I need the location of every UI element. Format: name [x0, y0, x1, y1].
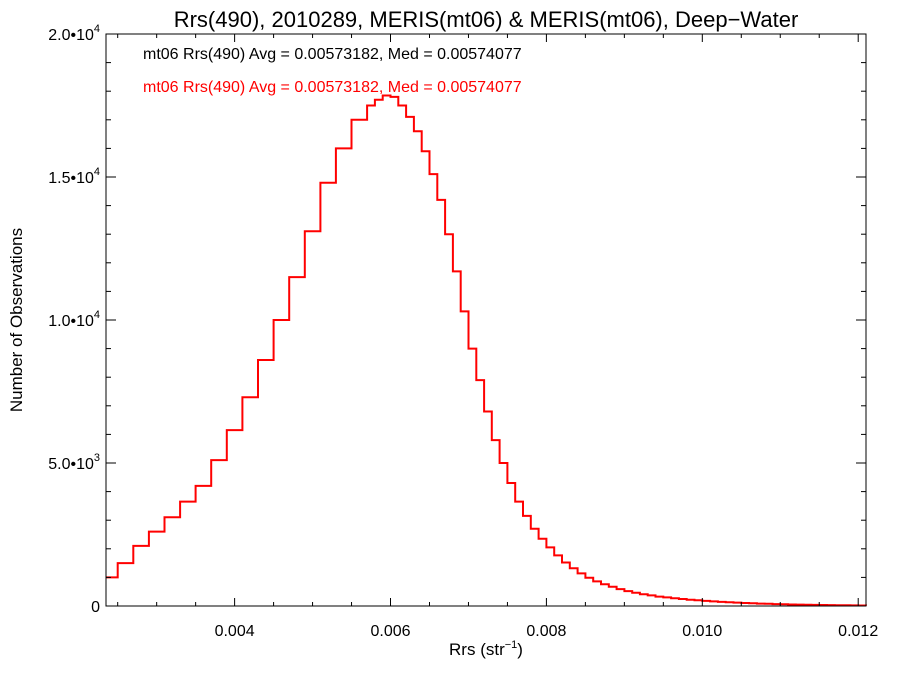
- chart-title: Rrs(490), 2010289, MERIS(mt06) & MERIS(m…: [174, 7, 799, 32]
- y-tick-label-1: 5.0•103: [48, 452, 100, 473]
- x-axis-label: Rrs (str−1): [449, 639, 523, 659]
- plot-frame: [105, 33, 867, 607]
- x-tick-label-3: 0.010: [682, 623, 722, 640]
- x-tick-label-0: 0.004: [215, 623, 255, 640]
- x-axis-label-main: Rrs (str: [449, 640, 505, 659]
- x-axis-label-tail: ): [517, 640, 523, 659]
- annotation-group: mt06 Rrs(490) Avg = 0.00573182, Med = 0.…: [143, 46, 522, 96]
- x-tick-label-4: 0.012: [838, 623, 878, 640]
- y-tick-label-4: 2.0•104: [48, 23, 100, 44]
- series-layer: [106, 94, 867, 607]
- x-axis-label-sup: −1: [505, 639, 518, 651]
- y-axis-label: Number of Observations: [7, 228, 26, 412]
- series-line-0: [106, 94, 867, 607]
- annotation-black: mt06 Rrs(490) Avg = 0.00573182, Med = 0.…: [143, 46, 522, 63]
- x-tick-label-1: 0.006: [370, 623, 410, 640]
- y-tick-label-0: 0: [91, 599, 100, 616]
- y-tick-label-3: 1.5•104: [48, 166, 100, 187]
- x-axis: 0.004 0.006 0.008 0.010 0.012: [117, 34, 878, 640]
- x-tick-label-2: 0.008: [526, 623, 566, 640]
- y-tick-label-2: 1.0•104: [48, 309, 100, 330]
- y-axis: 0 5.0•103 1.0•104 1.5•104 2.0•104: [48, 23, 866, 616]
- annotation-red: mt06 Rrs(490) Avg = 0.00573182, Med = 0.…: [143, 79, 522, 96]
